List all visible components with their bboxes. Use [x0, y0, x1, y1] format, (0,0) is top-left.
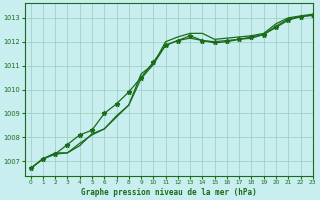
- X-axis label: Graphe pression niveau de la mer (hPa): Graphe pression niveau de la mer (hPa): [81, 188, 257, 197]
